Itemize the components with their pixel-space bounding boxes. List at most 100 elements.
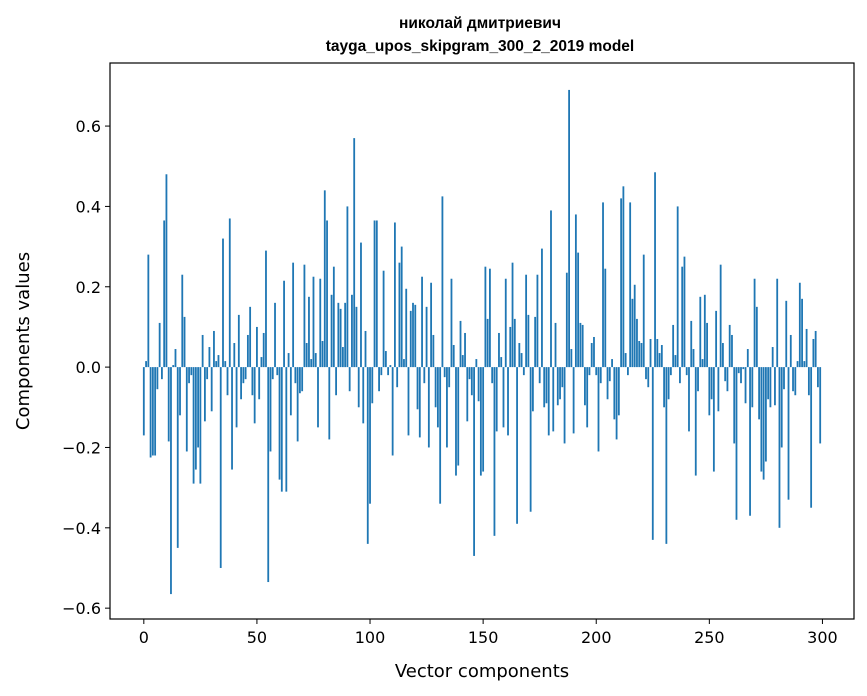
bar [746, 349, 749, 368]
bar [595, 367, 598, 376]
bar [387, 367, 390, 376]
bar [246, 334, 249, 368]
bar [430, 282, 433, 368]
bar [176, 367, 179, 548]
bar [810, 367, 813, 508]
bar [525, 274, 528, 368]
bar [396, 367, 399, 388]
bar [656, 338, 659, 368]
bar [427, 367, 430, 448]
bar [679, 367, 681, 384]
y-tick-label: −0.6 [62, 599, 101, 618]
y-tick-label: −0.2 [62, 438, 101, 457]
bar [380, 367, 383, 376]
bar [789, 334, 792, 368]
bar [165, 174, 168, 368]
x-tick-label: 50 [247, 628, 267, 647]
bar [556, 367, 559, 406]
bar [731, 334, 733, 368]
bar [531, 367, 534, 412]
bar [457, 367, 460, 466]
bar [753, 278, 756, 368]
bar [683, 256, 686, 368]
bar [812, 338, 815, 368]
bar [314, 353, 317, 368]
bar [617, 367, 620, 416]
bar [798, 282, 801, 368]
bar [690, 320, 693, 368]
bar [559, 367, 561, 400]
bar [599, 367, 602, 384]
bar [473, 367, 475, 556]
bar [299, 367, 301, 394]
bar [692, 349, 695, 368]
bar [697, 367, 699, 392]
bar [308, 296, 310, 368]
bar [357, 367, 360, 408]
bar [735, 367, 738, 520]
bar [412, 302, 414, 368]
bar [755, 306, 758, 368]
bar [181, 274, 184, 368]
bar [344, 302, 347, 368]
bar [658, 353, 661, 368]
bar [663, 367, 665, 408]
bar [253, 367, 256, 424]
bar [771, 347, 774, 368]
bar [271, 367, 274, 380]
bar [231, 367, 233, 470]
bar [378, 367, 380, 392]
bar [434, 367, 437, 408]
bar [631, 298, 634, 368]
bar [708, 367, 711, 416]
bar [724, 367, 727, 382]
bar [267, 367, 270, 583]
bar [332, 266, 335, 368]
bar [215, 361, 218, 368]
bar [466, 367, 469, 422]
bar [778, 367, 781, 528]
bar [597, 367, 600, 452]
bar [744, 367, 747, 404]
bar [265, 250, 267, 368]
bar [366, 367, 369, 544]
bar [769, 367, 772, 408]
bar [461, 355, 464, 368]
bar [737, 367, 740, 374]
bar [294, 367, 297, 384]
bar [228, 218, 231, 368]
bar [764, 367, 767, 462]
bar [371, 367, 374, 404]
y-tick-label: 0.4 [76, 197, 101, 216]
x-tick-label: 300 [807, 628, 838, 647]
bar [767, 367, 770, 400]
x-tick-label: 250 [694, 628, 725, 647]
bar [391, 367, 394, 456]
bar [651, 367, 654, 540]
bar [685, 367, 688, 376]
x-tick-label: 150 [468, 628, 499, 647]
bar [375, 220, 378, 368]
bar [382, 270, 385, 368]
bar [244, 367, 247, 380]
bar [208, 347, 211, 368]
bar [210, 367, 213, 412]
bar [805, 328, 808, 368]
bar [740, 367, 742, 384]
bar [565, 272, 568, 368]
bar [421, 276, 423, 368]
bar [776, 278, 779, 368]
bars-group [142, 89, 822, 595]
bar [742, 367, 745, 370]
bar [360, 242, 362, 368]
bar [624, 353, 627, 368]
bar [561, 367, 564, 388]
bar [649, 338, 652, 368]
bar [142, 367, 145, 436]
bar [201, 334, 204, 368]
bar [276, 367, 279, 376]
bar [321, 341, 324, 368]
bar [185, 367, 188, 452]
bar [439, 367, 442, 504]
